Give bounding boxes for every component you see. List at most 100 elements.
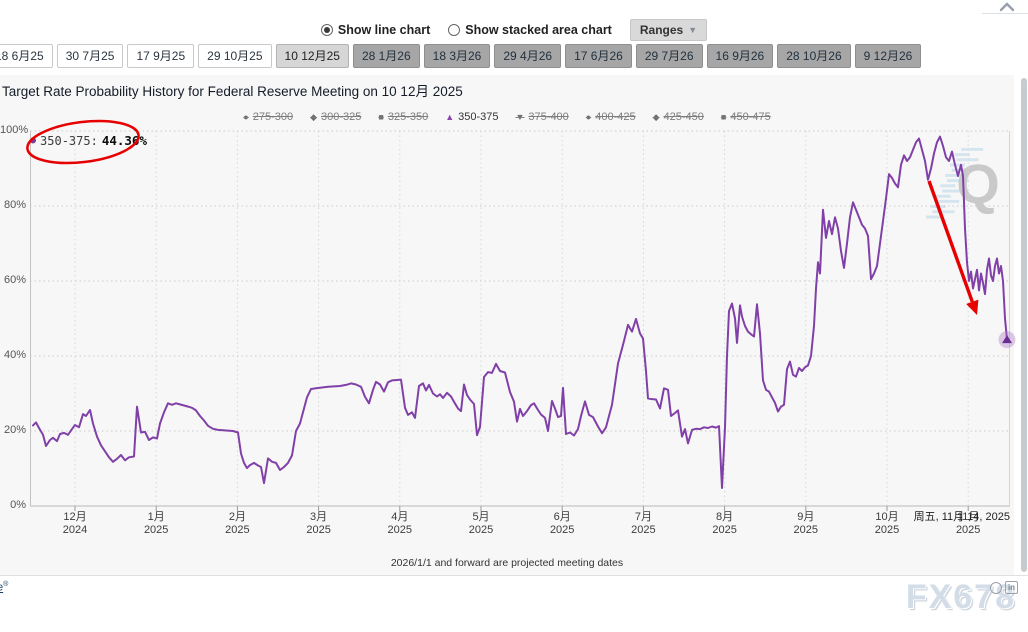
y-axis-label: 20% bbox=[3, 424, 26, 436]
x-axis-label: 8月 2025 bbox=[693, 511, 757, 537]
meeting-tab[interactable]: 29 7月26 bbox=[635, 44, 703, 68]
y-axis-label: 80% bbox=[3, 199, 26, 211]
x-axis-month: 9月 bbox=[797, 511, 815, 523]
partial-logo: e® bbox=[0, 581, 8, 594]
y-axis-label: 60% bbox=[3, 274, 26, 286]
legend-label: 325-350 bbox=[387, 111, 429, 123]
meeting-tab[interactable]: 29 10月25 bbox=[198, 44, 272, 68]
x-axis-year: 2025 bbox=[143, 524, 169, 536]
divider bbox=[982, 13, 1028, 14]
divider bbox=[0, 575, 1028, 576]
meeting-tab[interactable]: 28 10月26 bbox=[777, 44, 851, 68]
x-axis-month: 1月 bbox=[147, 511, 165, 523]
legend-item[interactable]: ● 275-300 bbox=[243, 111, 293, 123]
meeting-tab[interactable]: 17 6月26 bbox=[565, 44, 632, 68]
page-title: Target Rate Probability History for Fede… bbox=[2, 84, 463, 99]
partial-logo-letter: e bbox=[0, 581, 4, 594]
x-axis-year: 2024 bbox=[62, 524, 88, 536]
legend-item[interactable]: ▲ 350-375 bbox=[445, 111, 498, 123]
legend: ● 275-300 ◆ 300-325 ■ 325-350 ▲ 350-375 ▼ 375-400… bbox=[0, 111, 1014, 123]
linkedin-icon[interactable]: in bbox=[1005, 581, 1018, 594]
tooltip-series: 350-375: bbox=[40, 133, 98, 148]
radio-show-line-chart[interactable]: Show line chart bbox=[320, 23, 431, 37]
share-icon[interactable] bbox=[990, 582, 1002, 594]
legend-label: 275-300 bbox=[252, 111, 294, 123]
circle-marker-icon: ● bbox=[585, 111, 592, 122]
meeting-tab[interactable]: 17 9月25 bbox=[127, 44, 195, 68]
diamond-marker-icon: ◆ bbox=[310, 111, 318, 122]
x-axis-month: 7月 bbox=[634, 511, 652, 523]
x-axis-year: 2025 bbox=[387, 524, 413, 536]
y-axis-label: 0% bbox=[10, 499, 26, 511]
x-axis-label: 4月 2025 bbox=[368, 511, 432, 537]
x-axis-year: 2025 bbox=[955, 524, 981, 536]
legend-item[interactable]: ◆ 425-450 bbox=[653, 111, 704, 123]
ranges-dropdown[interactable]: Ranges ▼ bbox=[629, 19, 708, 41]
x-axis-label: 10月 2025 bbox=[855, 511, 919, 537]
series-dot-icon: ● bbox=[30, 135, 37, 146]
meeting-tab[interactable]: 29 4月26 bbox=[494, 44, 562, 68]
legend-label: 450-475 bbox=[730, 111, 771, 123]
x-axis-label: 2月 2025 bbox=[205, 511, 269, 537]
x-axis-year: 2025 bbox=[793, 524, 819, 536]
x-axis-month: 4月 bbox=[391, 511, 409, 523]
hover-tooltip: ● 350-375: 44.36% bbox=[30, 133, 147, 148]
triangle-up-marker-icon: ▲ bbox=[445, 111, 455, 122]
square-marker-icon: ■ bbox=[720, 111, 727, 122]
date-tooltip: 周五, 11月 14, 2025 bbox=[913, 511, 1010, 523]
footer-note: 2026/1/1 and forward are projected meeti… bbox=[390, 557, 624, 569]
x-axis-month: 6月 bbox=[553, 511, 571, 523]
legend-label: 300-325 bbox=[321, 111, 362, 123]
x-axis-year: 2025 bbox=[712, 524, 737, 536]
x-axis-label: 6月 2025 bbox=[530, 511, 594, 537]
chart-card: Target Rate Probability History for Fede… bbox=[0, 75, 1016, 575]
diamond-marker-icon: ◆ bbox=[652, 111, 660, 122]
legend-item[interactable]: ▼ 375-400 bbox=[516, 111, 569, 123]
legend-item[interactable]: ■ 325-350 bbox=[378, 111, 428, 123]
vertical-scrollbar[interactable] bbox=[1021, 78, 1027, 572]
x-axis-month: 10月 bbox=[875, 511, 899, 523]
meeting-tab[interactable]: 10 12月25 bbox=[275, 44, 349, 68]
radio-icon[interactable] bbox=[448, 24, 461, 36]
x-axis-month: 11月 bbox=[956, 511, 980, 523]
legend-item[interactable]: ● 400-425 bbox=[586, 111, 636, 123]
x-axis-label: 12月 2024 bbox=[43, 511, 107, 537]
legend-item[interactable]: ■ 450-475 bbox=[721, 111, 771, 123]
x-axis-month: 8月 bbox=[716, 511, 734, 523]
tooltip-value: 44.36% bbox=[101, 133, 147, 148]
svg-text:Q: Q bbox=[956, 152, 1000, 215]
legend-label: 425-450 bbox=[663, 111, 704, 123]
x-axis-label: 11月 2025 bbox=[936, 511, 1000, 537]
circle-marker-icon: ● bbox=[243, 111, 249, 122]
meeting-tab[interactable]: 28 1月26 bbox=[352, 44, 420, 68]
x-axis-month: 5月 bbox=[472, 511, 490, 523]
x-axis-month: 2月 bbox=[228, 511, 246, 523]
legend-label: 375-400 bbox=[528, 111, 569, 123]
x-axis-label: 3月 2025 bbox=[287, 511, 351, 537]
legend-label: 400-425 bbox=[595, 111, 636, 123]
x-axis-year: 2025 bbox=[874, 524, 900, 536]
legend-item[interactable]: ◆ 300-325 bbox=[310, 111, 361, 123]
square-marker-icon: ■ bbox=[378, 111, 384, 122]
y-axis-label: 40% bbox=[3, 349, 26, 361]
radio-label: Show line chart bbox=[337, 23, 431, 37]
meeting-tab[interactable]: 18 3月26 bbox=[423, 44, 491, 68]
meeting-tab[interactable]: 30 7月25 bbox=[56, 44, 124, 68]
x-axis-label: 7月 2025 bbox=[611, 511, 675, 537]
x-axis-year: 2025 bbox=[225, 524, 250, 536]
meeting-tab[interactable]: 9 12月26 bbox=[854, 44, 922, 68]
radio-label: Show stacked area chart bbox=[465, 23, 612, 37]
x-axis-label: 9月 2025 bbox=[774, 511, 838, 537]
radio-show-stacked-area-chart[interactable]: Show stacked area chart bbox=[448, 23, 612, 37]
x-axis-year: 2025 bbox=[468, 524, 494, 536]
collapse-chevron-icon[interactable] bbox=[998, 1, 1016, 12]
x-axis-month: 3月 bbox=[310, 511, 328, 523]
x-axis-year: 2025 bbox=[549, 524, 575, 536]
meeting-tab[interactable]: 18 6月25 bbox=[0, 44, 53, 68]
meeting-tab[interactable]: 16 9月26 bbox=[706, 44, 774, 68]
y-axis-label: 100% bbox=[0, 124, 29, 136]
x-axis-label: 1月 2025 bbox=[124, 511, 188, 537]
legend-label: 350-375 bbox=[458, 111, 499, 123]
radio-icon[interactable] bbox=[320, 24, 333, 36]
